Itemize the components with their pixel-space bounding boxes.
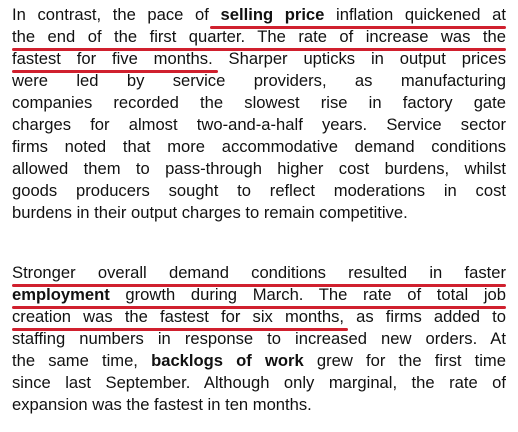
highlight-underline <box>12 284 506 287</box>
text-span: grew for the first time <box>316 351 506 370</box>
text-line: fastest for five months. Sharper upticks… <box>12 49 506 68</box>
text-line: expansion was the fastest in ten months. <box>12 395 312 414</box>
text-line: goods producers sought to reflect modera… <box>12 181 506 200</box>
highlight-underline <box>12 328 348 331</box>
text-span: inflation quickened at <box>336 5 506 24</box>
highlight-underline <box>210 26 506 29</box>
text-span: growth during March. The rate of total j… <box>125 285 506 304</box>
keyword-employment: employment <box>12 285 110 304</box>
text-line: burdens in their output charges to remai… <box>12 203 408 222</box>
highlight-underline <box>12 306 506 309</box>
text-line: were led by service providers, as manufa… <box>12 71 506 90</box>
text-line: the same time, backlogs of work grew for… <box>12 350 506 372</box>
text-line: In contrast, the pace of selling price i… <box>12 4 506 26</box>
highlight-underline <box>12 70 218 73</box>
document-body: In contrast, the pace of selling price i… <box>12 4 506 414</box>
text-line: staffing numbers in response to increase… <box>12 329 506 348</box>
text-line: creation was the fastest for six months,… <box>12 307 506 326</box>
text-span: the same time, <box>12 351 138 370</box>
text-line: firms noted that more accommodative dema… <box>12 137 506 156</box>
text-line: charges for almost two-and-a-half years.… <box>12 115 506 134</box>
text-span: In contrast, the pace of <box>12 5 209 24</box>
text-line: the end of the first quarter. The rate o… <box>12 27 506 46</box>
keyword-backlogs-of-work: backlogs of work <box>151 351 304 370</box>
paragraph-employment: Stronger overall demand conditions resul… <box>12 262 506 416</box>
text-line: companies recorded the slowest rise in f… <box>12 93 506 112</box>
text-line: Stronger overall demand conditions resul… <box>12 263 506 282</box>
highlight-underline <box>12 48 506 51</box>
text-line: since last September. Although only marg… <box>12 373 506 392</box>
text-line: allowed them to pass-through higher cost… <box>12 159 506 178</box>
keyword-selling-price: selling price <box>220 5 325 24</box>
text-line: employment growth during March. The rate… <box>12 284 506 306</box>
paragraph-selling-price: In contrast, the pace of selling price i… <box>12 4 506 224</box>
